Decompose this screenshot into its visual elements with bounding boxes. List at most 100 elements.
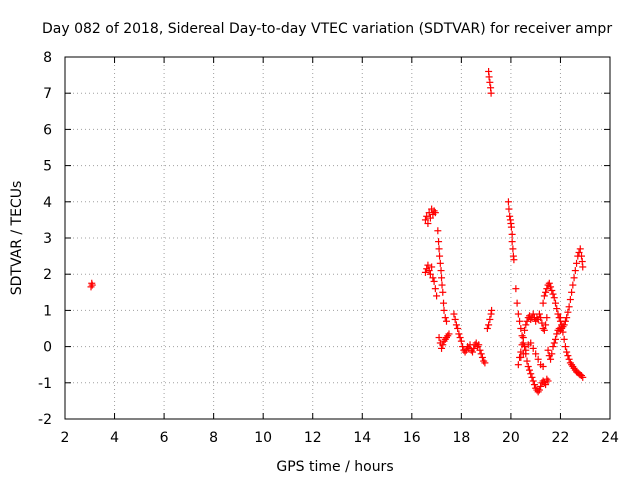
data-point [549, 343, 557, 351]
x-tick-label: 8 [209, 430, 218, 446]
data-point [554, 310, 562, 318]
data-point [564, 352, 572, 360]
data-point [508, 238, 516, 246]
data-point [573, 259, 581, 267]
data-point [469, 348, 477, 356]
data-point [431, 285, 439, 293]
x-tick-label: 22 [552, 430, 570, 446]
y-tick-label: 3 [43, 231, 52, 247]
data-point [504, 198, 512, 206]
data-point [516, 317, 524, 325]
data-point [565, 355, 573, 363]
data-point [521, 326, 529, 334]
data-point [529, 377, 537, 385]
data-point [485, 73, 493, 81]
x-tick-label: 16 [403, 430, 421, 446]
data-point [524, 363, 532, 371]
data-point [455, 330, 463, 338]
y-axis-label: SDTVAR / TECUs [9, 181, 25, 296]
data-point [550, 294, 558, 302]
data-point [519, 334, 527, 342]
data-point [553, 305, 561, 313]
data-point [535, 386, 543, 394]
data-point [565, 303, 573, 311]
grid-lines [65, 57, 610, 419]
data-point [514, 310, 522, 318]
y-tick-label: -2 [38, 412, 52, 428]
data-point [561, 343, 569, 351]
data-point [483, 325, 491, 332]
y-tick-label: -1 [38, 376, 52, 392]
data-point [430, 277, 438, 285]
x-tick-label: 14 [353, 430, 371, 446]
y-tick-label: 5 [43, 159, 52, 175]
data-point [435, 245, 443, 253]
data-point [435, 238, 443, 246]
y-tick-label: 0 [43, 340, 52, 356]
data-point [435, 334, 443, 342]
data-point [438, 281, 446, 289]
data-point [423, 212, 431, 220]
data-point [525, 366, 533, 374]
data-point [485, 321, 493, 329]
data-point [543, 285, 551, 293]
data-point [548, 350, 556, 358]
y-tick-label: 8 [43, 50, 52, 66]
data-point [563, 348, 571, 356]
y-tick-label: 6 [43, 122, 52, 138]
data-point [579, 263, 587, 271]
data-point [433, 292, 441, 300]
data-point [527, 339, 535, 347]
data-point [570, 274, 578, 282]
data-point [505, 205, 513, 213]
data-point [508, 230, 516, 238]
data-point [528, 373, 536, 381]
data-point [425, 267, 433, 275]
data-point [437, 267, 445, 275]
data-point [544, 377, 552, 385]
data-point [527, 370, 535, 378]
data-point [487, 89, 495, 97]
y-tick-label: 7 [43, 86, 52, 102]
data-point [439, 341, 447, 349]
data-point [519, 350, 527, 358]
data-point [575, 248, 583, 256]
data-point [507, 223, 515, 231]
data-point [538, 319, 546, 327]
x-tick-label: 10 [254, 430, 272, 446]
data-point [454, 325, 462, 332]
data-point [434, 227, 442, 235]
data-point [561, 317, 569, 325]
data-point [421, 216, 429, 224]
data-point [522, 321, 530, 329]
x-tick-label: 6 [160, 430, 169, 446]
data-point [550, 339, 558, 347]
data-point [576, 245, 584, 253]
data-point [440, 299, 448, 307]
data-point [424, 220, 432, 228]
data-point [540, 292, 548, 300]
data-point [566, 296, 574, 304]
data-point [470, 344, 478, 352]
data-point [552, 335, 559, 343]
x-tick-label: 20 [502, 430, 520, 446]
data-point [439, 288, 447, 296]
data-point [563, 314, 571, 322]
data-point [441, 314, 449, 322]
y-axis-ticks: -2 -1 0 1 2 3 4 5 6 7 8 [38, 50, 610, 428]
data-point [535, 310, 543, 318]
data-point [457, 337, 465, 345]
data-point [564, 308, 572, 316]
data-point [87, 283, 95, 291]
data-point [510, 256, 518, 264]
data-point [425, 209, 433, 217]
x-tick-label: 18 [452, 430, 470, 446]
data-points [87, 67, 587, 396]
data-point [518, 341, 526, 349]
data-point [571, 267, 579, 275]
data-point [556, 314, 564, 322]
data-point [543, 314, 551, 322]
data-point [506, 212, 514, 220]
data-point [443, 317, 450, 325]
